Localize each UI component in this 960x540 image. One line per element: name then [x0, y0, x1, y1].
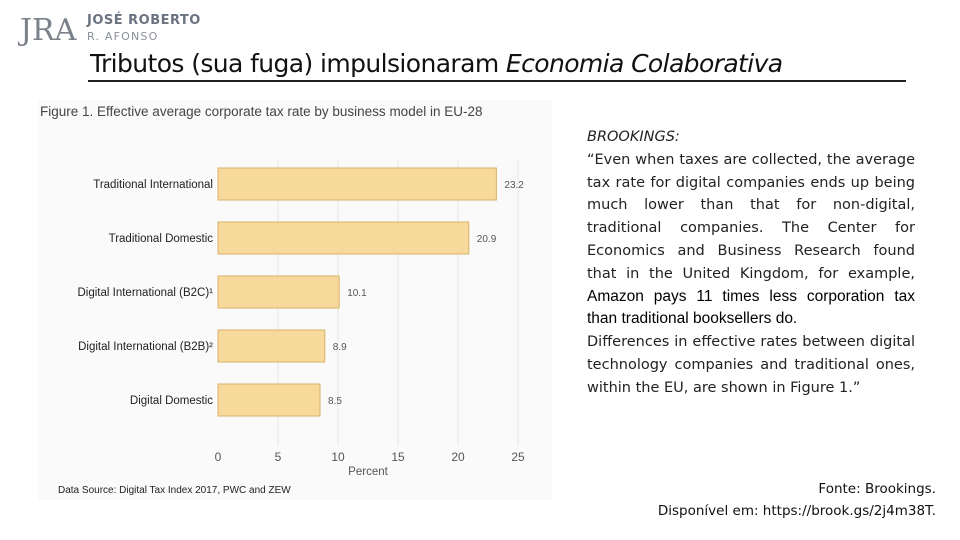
brand-subtitle: R. AFONSO [87, 30, 159, 43]
bar [217, 221, 470, 255]
title-underline [88, 80, 906, 82]
value-label: 23.2 [504, 180, 524, 191]
jra-logo-icon: JRA [18, 13, 77, 46]
bar [217, 275, 340, 309]
slide-title-italic: Economia Colaborativa [505, 49, 783, 78]
footer-link: Disponível em: https://brook.gs/2j4m38T. [657, 503, 936, 519]
bar [217, 383, 321, 417]
x-tick-label: 15 [391, 450, 405, 464]
x-tick-label: 5 [275, 450, 282, 464]
quote-paragraph-2: Differences in effective rates between d… [587, 334, 915, 396]
category-label: Traditional Domestic [109, 233, 214, 245]
x-tick-label: 25 [511, 450, 525, 464]
value-label: 10.1 [347, 288, 367, 299]
figure-source: Data Source: Digital Tax Index 2017, PWC… [58, 485, 291, 496]
brand-name: JOSÉ ROBERTO [87, 13, 201, 28]
category-label: Digital International (B2C)¹ [77, 287, 213, 299]
bar [217, 167, 497, 201]
slide-title-main: Tributos (sua fuga) impulsionaram [90, 49, 506, 78]
x-tick-label: 20 [451, 450, 465, 464]
slide-title: Tributos (sua fuga) impulsionaram Econom… [90, 49, 783, 78]
x-tick-label: 10 [331, 450, 345, 464]
x-tick-label: 0 [215, 450, 222, 464]
quote-highlight: Amazon pays 11 times less corporation ta… [587, 287, 915, 328]
value-label: 8.9 [333, 342, 347, 353]
value-label: 8.5 [328, 396, 342, 407]
quote-block: BROOKINGS: “Even when taxes are collecte… [587, 126, 915, 400]
footer: Fonte: Brookings. Disponível em: https:/… [658, 478, 936, 522]
category-label: Traditional International [93, 179, 213, 191]
quote-text-1: “Even when taxes are collected, the aver… [587, 151, 915, 282]
quote-paragraph-1: “Even when taxes are collected, the aver… [587, 149, 915, 331]
quote-source-label: BROOKINGS: [587, 129, 680, 145]
figure-title: Figure 1. Effective average corporate ta… [40, 104, 483, 119]
category-label: Digital International (B2B)² [78, 341, 213, 353]
logo-monogram: JRA [18, 13, 77, 46]
value-label: 20.9 [477, 234, 497, 245]
figure-panel: Traditional International 23.2 Traditional… [38, 100, 552, 500]
bar [217, 329, 326, 363]
x-axis-label: Percent [348, 466, 388, 478]
category-label: Digital Domestic [130, 395, 213, 407]
footer-source: Fonte: Brookings. [818, 481, 936, 497]
bar-chart: Traditional International 23.2 Traditional… [77, 160, 525, 478]
